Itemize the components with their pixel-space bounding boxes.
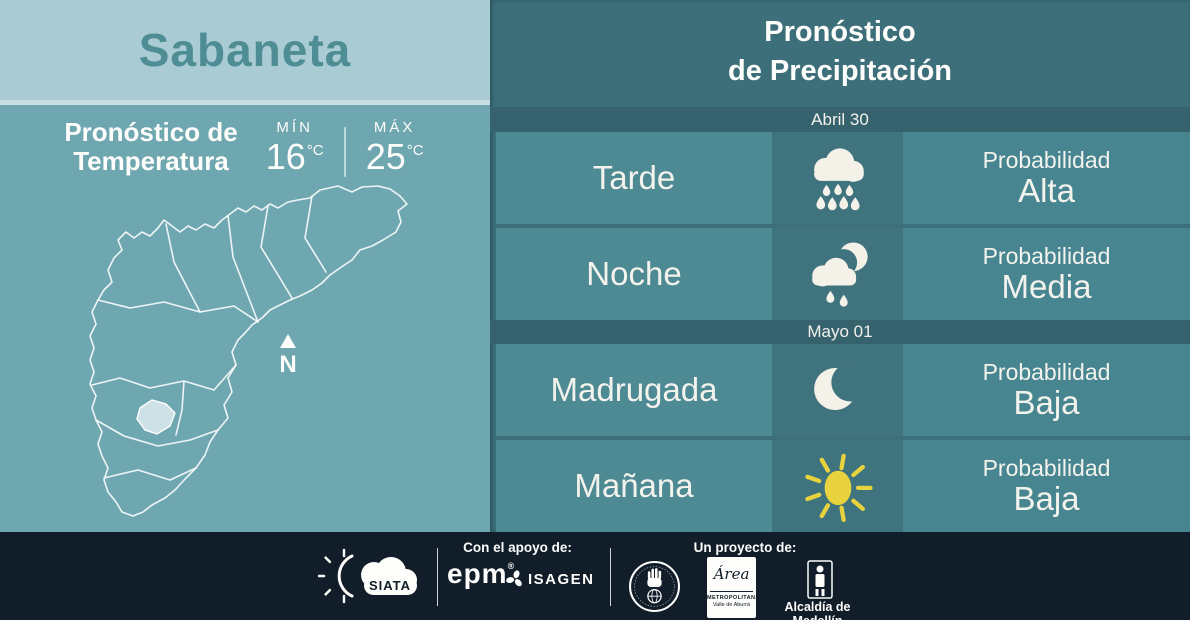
time-label: Tarde <box>592 159 676 196</box>
area-logo-small-text: Valle de Aburrá <box>712 602 751 608</box>
min-max-divider <box>343 127 346 177</box>
footer-divider <box>610 548 611 606</box>
support-label: Con el apoyo de: <box>463 540 572 555</box>
compass-letter: N <box>279 351 296 378</box>
probability-value: Alta <box>1018 172 1075 209</box>
time-cell: Mañana <box>496 440 772 532</box>
probability-label: Probabilidad <box>982 359 1111 385</box>
area-metropolitana-logo: Área METROPOLITANA Valle de Aburrá <box>707 557 756 618</box>
crescent-moon-icon <box>813 363 870 411</box>
project-label: Un proyecto de: <box>693 540 797 555</box>
map-border-medellin-south <box>91 364 237 391</box>
max-temperature: MÁX 25°C <box>364 119 426 175</box>
temperature-title-line2: Temperatura <box>73 146 229 177</box>
precipitation-title-line1: Pronóstico <box>764 16 916 48</box>
city-name: Sabaneta <box>138 24 352 76</box>
probability-label: Probabilidad <box>982 455 1111 481</box>
map-border-itagui-south <box>95 419 219 447</box>
probability-cell: Probabilidad Media <box>903 228 1190 320</box>
temperature-summary: Pronóstico de Temperatura MÍN 16°C MÁX 2… <box>0 117 490 177</box>
weather-icon-cell <box>772 228 903 320</box>
temperature-panel <box>0 105 490 532</box>
min-temperature: MÍN 16°C <box>264 119 326 175</box>
compass-north: N <box>279 334 297 378</box>
precipitation-panel: Pronóstico de Precipitación Abril 30 Tar… <box>490 0 1190 532</box>
epm-logo: epm® <box>447 558 515 590</box>
min-max-block: MÍN 16°C MÁX 25°C <box>264 119 426 177</box>
isagen-logo: ISAGEN <box>506 570 595 588</box>
hand-icon <box>647 568 662 588</box>
compass-arrow-icon <box>280 334 296 348</box>
forecast-row-noche: Noche Probabilidad Media <box>490 228 1190 320</box>
min-label: MÍN <box>276 119 313 136</box>
forecast-row-tarde: Tarde <box>490 132 1190 224</box>
weather-icon-cell <box>772 440 903 532</box>
epm-registered-mark: ® <box>507 561 516 571</box>
min-value: 16°C <box>264 139 326 175</box>
alcaldia-logo-text: Alcaldía de Medellín <box>784 600 851 620</box>
siata-logo: SIATA <box>318 548 417 604</box>
temperature-title: Pronóstico de Temperatura <box>64 117 238 177</box>
map-border-girardota <box>260 205 293 299</box>
probability-value: Baja <box>1013 384 1080 421</box>
probability-label: Probabilidad <box>982 243 1111 269</box>
weather-icon-cell <box>772 344 903 436</box>
map-border-barbosa <box>304 195 327 273</box>
isagen-logo-text: ISAGEN <box>528 570 595 588</box>
globe-icon <box>647 588 662 604</box>
date-strip-april30: Abril 30 <box>490 107 1190 132</box>
night-rain-cloud-icon <box>811 242 868 307</box>
max-unit: °C <box>406 142 424 159</box>
precipitation-title: Pronóstico de Precipitación <box>490 13 1190 91</box>
map-border-estrella-caldas <box>103 467 197 481</box>
time-cell: Noche <box>496 228 772 320</box>
time-label: Noche <box>586 255 682 292</box>
map-border-bello <box>165 223 201 313</box>
sun-icon <box>804 453 873 523</box>
date-strip-mayo01: Mayo 01 <box>490 320 1190 344</box>
siata-logo-text: SIATA <box>369 578 411 593</box>
max-label: MÁX <box>373 119 416 136</box>
probability-value: Media <box>1001 268 1092 305</box>
precipitation-title-line2: de Precipitación <box>727 55 952 87</box>
forecast-row-manana: Mañana <box>490 440 1190 532</box>
map-border-medellin-north <box>97 299 259 323</box>
probability-cell: Probabilidad Alta <box>903 132 1190 224</box>
probability-label: Probabilidad <box>982 147 1111 173</box>
weather-icon-cell <box>772 132 903 224</box>
epm-logo-text: epm <box>447 558 508 589</box>
map-outer-boundary <box>89 185 408 517</box>
time-label: Mañana <box>574 467 694 504</box>
map-border-envigado <box>175 380 185 436</box>
min-number: 16 <box>265 136 306 177</box>
forecast-row-madrugada: Madrugada Probabilidad Baja <box>490 344 1190 436</box>
valle-de-aburra-map: N <box>89 185 408 517</box>
area-logo-script-text: Área <box>710 557 753 592</box>
max-value: 25°C <box>364 139 426 175</box>
time-cell: Tarde <box>496 132 772 224</box>
footer: Con el apoyo de: Un proyecto de: SIATA e… <box>0 532 1190 620</box>
probability-cell: Probabilidad Baja <box>903 440 1190 532</box>
city-header: Sabaneta <box>0 0 490 105</box>
isagen-pinwheel-icon <box>506 570 522 587</box>
time-cell: Madrugada <box>496 344 772 436</box>
alcaldia-emblem-icon <box>807 560 833 599</box>
map-highlight-sabaneta <box>136 399 176 435</box>
map-border-copacabana <box>227 215 259 323</box>
rain-cloud-icon <box>813 148 864 211</box>
time-label: Madrugada <box>550 371 718 408</box>
max-number: 25 <box>365 136 406 177</box>
min-unit: °C <box>306 142 324 159</box>
footer-divider <box>437 548 438 606</box>
probability-cell: Probabilidad Baja <box>903 344 1190 436</box>
medellin-seal-logo <box>629 561 680 612</box>
temperature-title-line1: Pronóstico de <box>64 117 238 147</box>
area-logo-caps-text: METROPOLITANA <box>707 595 756 601</box>
probability-value: Baja <box>1013 480 1080 517</box>
